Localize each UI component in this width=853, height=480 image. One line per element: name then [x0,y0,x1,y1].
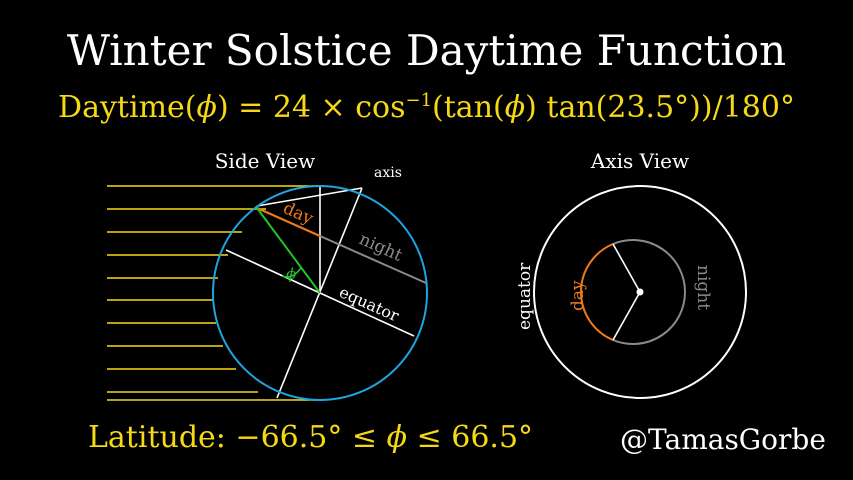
formula-lhs: Daytime( [58,90,197,125]
latitude-line-upper [256,187,363,207]
latitude-prefix: Latitude: −66.5° ≤ [88,420,387,455]
side-view-heading: Side View [215,149,316,173]
axis-view: Axis View day night equator [515,149,747,399]
day-boundary-lower [612,291,641,341]
axis-view-heading: Axis View [590,149,689,173]
latitude-suffix: ≤ 66.5° [407,420,534,455]
side-night-label: night [356,229,405,266]
formula-phi: ϕ [196,90,217,125]
latitude-range: Latitude: −66.5° ≤ ϕ ≤ 66.5° [88,420,533,455]
author-credit: @TamasGorbe [620,423,826,456]
axis-equator-label: equator [515,262,535,330]
pole-dot [636,288,644,296]
formula-phi-2: ϕ [504,90,526,125]
axis-night-label: night [693,265,713,310]
axis-day-label: day [568,280,588,311]
formula-rhs-a: (tan( [432,90,505,125]
formula-mid: ) = 24 × cos [216,90,406,125]
day-arc [580,243,614,341]
daytime-formula: Daytime(ϕ) = 24 × cos−1(tan(ϕ) tan(23.5°… [0,90,853,125]
day-boundary-upper [612,243,641,293]
sunlight-rays [107,185,320,401]
side-day-label: day [280,198,316,229]
day-segment [256,206,321,238]
latitude-angle-arc [281,267,302,278]
equator-label: equator [336,282,402,325]
formula-rhs-b: ) tan(23.5°))/180° [525,90,795,125]
formula-exponent: −1 [405,90,433,111]
night-arc [612,239,686,345]
axis-label: axis [374,165,402,181]
phi-label: ϕ [286,265,296,283]
globe-circle [212,185,428,401]
equator-circle [533,185,747,399]
page-title: Winter Solstice Daytime Function [66,26,787,75]
side-view: Side View [107,149,428,401]
latitude-radius [256,207,321,294]
night-segment [319,235,427,284]
latitude-phi: ϕ [386,420,408,455]
